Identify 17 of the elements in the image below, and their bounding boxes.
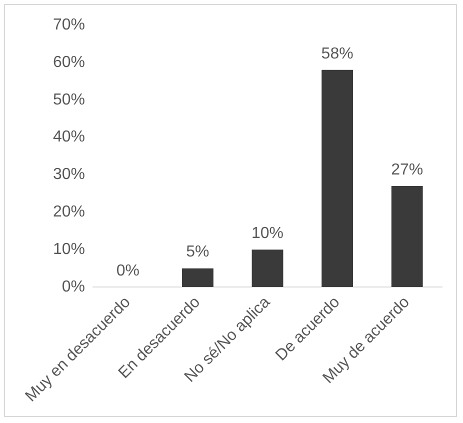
y-tick-label: 70% — [52, 16, 86, 34]
data-label: 5% — [186, 244, 210, 261]
y-tick-label: 40% — [52, 128, 86, 146]
y-tick-label: 50% — [52, 91, 86, 108]
bar — [391, 186, 423, 288]
y-tick-label: 10% — [52, 241, 86, 258]
y-tick-label: 60% — [52, 54, 86, 71]
bar — [182, 268, 214, 288]
bar — [322, 70, 354, 288]
y-tick-label: 0% — [62, 278, 86, 296]
y-tick-label: 20% — [52, 204, 86, 221]
y-tick-label: 30% — [52, 166, 86, 184]
data-label: 0% — [116, 262, 140, 280]
bar — [252, 250, 284, 288]
data-label: 10% — [251, 225, 284, 242]
data-label: 27% — [391, 161, 424, 178]
data-label: 58% — [321, 45, 354, 62]
